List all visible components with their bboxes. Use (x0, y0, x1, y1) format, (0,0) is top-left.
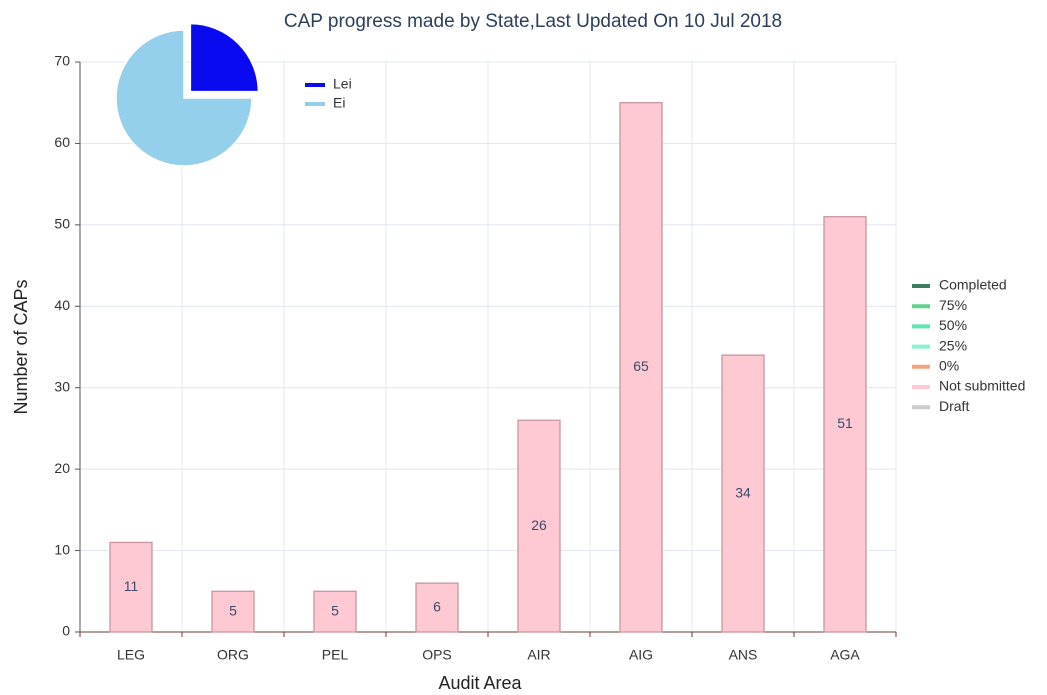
y-tick-label: 10 (54, 541, 70, 557)
data-label: 26 (531, 517, 547, 533)
legend-label: Lei (333, 76, 352, 92)
bar (823, 216, 867, 633)
bar (415, 582, 459, 633)
y-tick-label: 60 (54, 134, 70, 150)
chart-title: CAP progress made by State,Last Updated … (284, 11, 782, 32)
legend-label: 50% (939, 317, 967, 333)
y-tick-label: 70 (54, 53, 70, 69)
x-tick-label: LEG (117, 647, 145, 663)
bar (109, 541, 153, 633)
legend-label: 0% (939, 358, 959, 374)
y-tick-label: 0 (62, 623, 70, 639)
data-label: 5 (331, 602, 339, 618)
x-tick-label: PEL (322, 647, 349, 663)
data-label: 5 (229, 602, 237, 618)
legend-label: Not submitted (939, 378, 1025, 394)
legend-label: Draft (939, 398, 969, 414)
legend-label: Completed (939, 277, 1007, 293)
x-tick-label: OPS (422, 647, 452, 663)
data-label: 6 (433, 598, 441, 614)
y-tick-label: 40 (54, 297, 70, 313)
y-tick-label: 50 (54, 216, 70, 232)
data-label: 51 (837, 415, 853, 431)
x-tick-label: AIR (527, 647, 550, 663)
data-label: 34 (735, 484, 751, 500)
legend-label: Ei (333, 95, 345, 111)
x-tick-label: AGA (830, 647, 860, 663)
x-axis-title: Audit Area (438, 673, 522, 693)
data-label: 65 (633, 358, 649, 374)
bar (313, 590, 357, 633)
bar (619, 102, 663, 633)
x-tick-label: ANS (729, 647, 758, 663)
y-axis-title: Number of CAPs (11, 279, 31, 414)
bar (721, 354, 765, 633)
x-tick-label: AIG (629, 647, 653, 663)
y-tick-label: 20 (54, 460, 70, 476)
pie-slice (115, 29, 253, 167)
bar (517, 419, 561, 633)
data-label: 11 (124, 578, 139, 594)
legend-label: 75% (939, 297, 967, 313)
y-tick-label: 30 (54, 378, 70, 394)
legend-label: 25% (939, 337, 967, 353)
pie-slice (189, 22, 260, 93)
bar (211, 590, 255, 633)
x-tick-label: ORG (217, 647, 249, 663)
